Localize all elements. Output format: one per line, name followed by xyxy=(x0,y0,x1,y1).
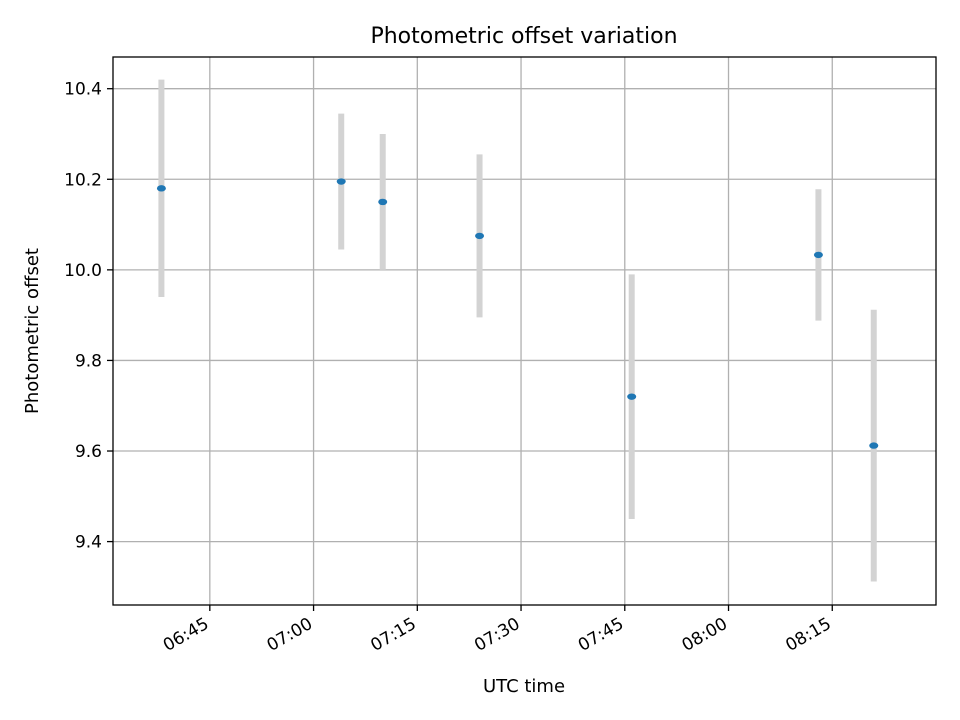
data-point xyxy=(378,198,388,206)
y-tick-label: 9.4 xyxy=(75,533,102,553)
x-axis-label: UTC time xyxy=(483,676,565,697)
chart-title: Photometric offset variation xyxy=(370,24,677,49)
y-tick-label: 9.6 xyxy=(75,442,102,462)
plot-frame xyxy=(112,56,937,606)
grid xyxy=(113,57,936,605)
data-point xyxy=(813,251,823,259)
data-points xyxy=(156,178,879,449)
data-point xyxy=(156,185,166,192)
y-tick-label: 10.2 xyxy=(64,170,102,190)
y-tick-label: 10.4 xyxy=(64,80,102,100)
data-point xyxy=(869,442,879,449)
y-axis-label: Photometric offset xyxy=(22,248,43,414)
data-point xyxy=(627,393,637,400)
data-point xyxy=(336,178,346,185)
data-point xyxy=(475,232,485,240)
y-tick-label: 10.0 xyxy=(64,261,102,281)
y-tick-label: 9.8 xyxy=(75,351,102,371)
y-axis-ticks: 9.4 9.6 9.8 10.0 10.2 10.4 xyxy=(64,80,113,553)
